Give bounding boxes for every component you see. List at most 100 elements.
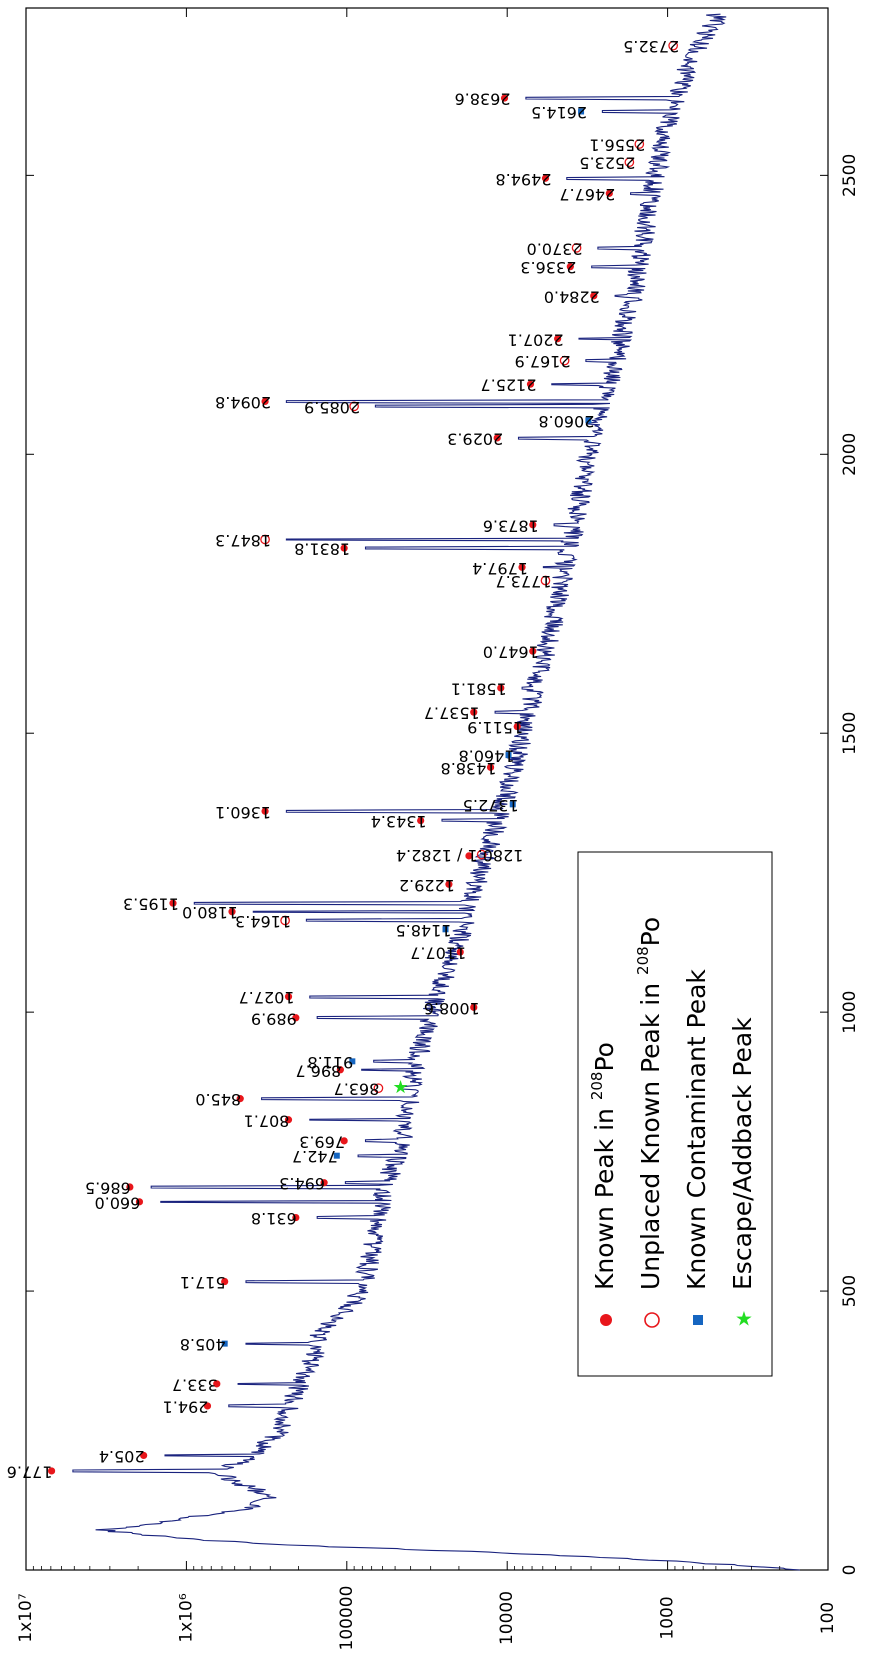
legend-label: Escape/Addback Peak xyxy=(728,1017,757,1290)
peak-label: 2556.1 xyxy=(589,136,645,155)
peak-marker-contaminant xyxy=(333,1152,340,1159)
peak-label: 1873.6 xyxy=(483,516,539,535)
peak-label: 2094.8 xyxy=(215,393,271,412)
peak-label: 660.0 xyxy=(95,1193,141,1212)
peak-marker-known xyxy=(169,899,177,907)
peak-label: 1511.9 xyxy=(467,718,523,737)
peak-label: 1537.7 xyxy=(424,704,480,723)
peak-label: 2060.8 xyxy=(538,412,594,431)
peak-label: 1280.1 / 1282.4 xyxy=(396,846,524,865)
peak-marker-known xyxy=(470,708,478,716)
peak-label: 1107.7 xyxy=(410,944,466,963)
peak-label: 405.8 xyxy=(180,1335,226,1354)
peak-label: 694.3 xyxy=(279,1174,325,1193)
peak-marker-known xyxy=(529,647,537,655)
peak-marker-known xyxy=(486,763,495,771)
legend-marker-contaminant xyxy=(693,1315,703,1325)
peak-label: 2614.5 xyxy=(531,103,587,122)
peak-marker-unplaced xyxy=(280,915,290,926)
peak-label: 2336.3 xyxy=(520,258,576,277)
peak-label: 2167.9 xyxy=(515,352,571,371)
peak-marker-known xyxy=(203,1402,212,1410)
peak-marker-known xyxy=(236,1095,244,1103)
peak-marker-known xyxy=(566,263,574,271)
peak-marker-known xyxy=(336,1066,344,1074)
peak-label: 742.7 xyxy=(292,1147,338,1166)
peak-label: 2467.7 xyxy=(559,185,615,204)
peak-marker-contaminant xyxy=(585,417,592,424)
peak-marker-known xyxy=(140,1451,148,1460)
peak-marker-known xyxy=(135,1198,144,1206)
y-tick-label: 100000 xyxy=(337,1586,357,1651)
peak-marker-known xyxy=(456,948,464,956)
peak-marker-known xyxy=(213,1380,221,1388)
plot-frame xyxy=(25,7,829,1571)
peak-marker-unplaced xyxy=(634,139,645,149)
peak-marker-contaminant xyxy=(509,801,516,808)
peak-marker-known xyxy=(526,380,535,388)
peak-marker-known xyxy=(228,908,236,916)
peak-marker-known xyxy=(47,1467,56,1475)
peak-marker-unplaced xyxy=(559,355,570,366)
peak-label: 911.8 xyxy=(307,1053,353,1072)
peak-marker-known xyxy=(497,684,505,692)
peak-marker-known xyxy=(284,993,293,1001)
peak-marker-contaminant xyxy=(221,1340,228,1347)
peak-label: 205.4 xyxy=(99,1447,145,1466)
peak-marker-known xyxy=(292,1213,300,1222)
peak-marker-known xyxy=(284,1116,293,1124)
y-tick-label: 100 xyxy=(818,1602,838,1634)
peak-marker-known xyxy=(500,94,509,102)
peak-marker-known xyxy=(590,292,598,300)
peak-label: 517.1 xyxy=(180,1273,226,1292)
peak-label: 1195.3 xyxy=(123,895,179,914)
peak-label: 807.1 xyxy=(244,1111,290,1130)
peak-label: 2029.3 xyxy=(447,429,503,448)
peak-label: 2732.5 xyxy=(623,37,679,56)
y-tick-label: 1x10⁶ xyxy=(176,1593,196,1643)
peak-marker-unplaced xyxy=(540,575,551,586)
peak-marker-known xyxy=(513,722,521,731)
peak-label: 1831.8 xyxy=(294,540,350,559)
peak-marker-known xyxy=(340,1137,348,1145)
peak-label: 1360.1 xyxy=(215,803,271,822)
peak-marker-contaminant xyxy=(578,108,585,115)
peak-label: 1229.2 xyxy=(399,876,455,895)
x-tick-label: 0 xyxy=(840,1565,860,1576)
peak-marker-contaminant xyxy=(349,1058,356,1065)
peak-label: 2494.8 xyxy=(495,170,551,189)
x-tick-label: 2000 xyxy=(840,433,860,476)
legend-marker-known xyxy=(600,1314,612,1326)
legend-marker-escape: ★ xyxy=(735,1307,753,1331)
x-tick-label: 1500 xyxy=(840,712,860,755)
peak-marker-known xyxy=(292,1014,300,1022)
peak-label: 1773.7 xyxy=(495,572,551,591)
legend-marker-unplaced xyxy=(644,1312,660,1328)
peak-label: 2523.5 xyxy=(579,154,635,173)
peak-marker-known xyxy=(554,335,562,343)
peak-label: 2125.7 xyxy=(481,376,537,395)
peak-label: 1027.7 xyxy=(239,988,295,1007)
peak-label: 686.5 xyxy=(85,1179,131,1198)
peak-label: 631.8 xyxy=(251,1209,297,1228)
peak-marker-contaminant xyxy=(442,926,449,933)
peak-label: 177.6 xyxy=(7,1462,53,1481)
peak-label: 769.3 xyxy=(299,1132,345,1151)
peak-marker-known xyxy=(529,521,537,529)
peak-label: 1180.0 xyxy=(182,903,238,922)
peak-marker-unplaced xyxy=(476,849,487,860)
peak-marker-contaminant xyxy=(505,752,512,759)
peak-label: 1647.0 xyxy=(483,643,539,662)
legend-box xyxy=(577,851,773,1377)
peak-label: 989.9 xyxy=(251,1009,297,1028)
peak-label: 2085.9 xyxy=(304,398,360,417)
peak-marker-unplaced xyxy=(668,40,678,51)
peak-label: 2638.6 xyxy=(455,90,511,109)
peak-marker-known xyxy=(221,1277,229,1286)
peak-label: 1847.3 xyxy=(215,531,271,550)
peak-marker-known xyxy=(470,1003,478,1011)
peak-marker-known xyxy=(126,1183,134,1191)
legend-label: Unplaced Known Peak in 208Po xyxy=(634,917,666,1290)
peak-label: 2370.0 xyxy=(527,239,583,258)
